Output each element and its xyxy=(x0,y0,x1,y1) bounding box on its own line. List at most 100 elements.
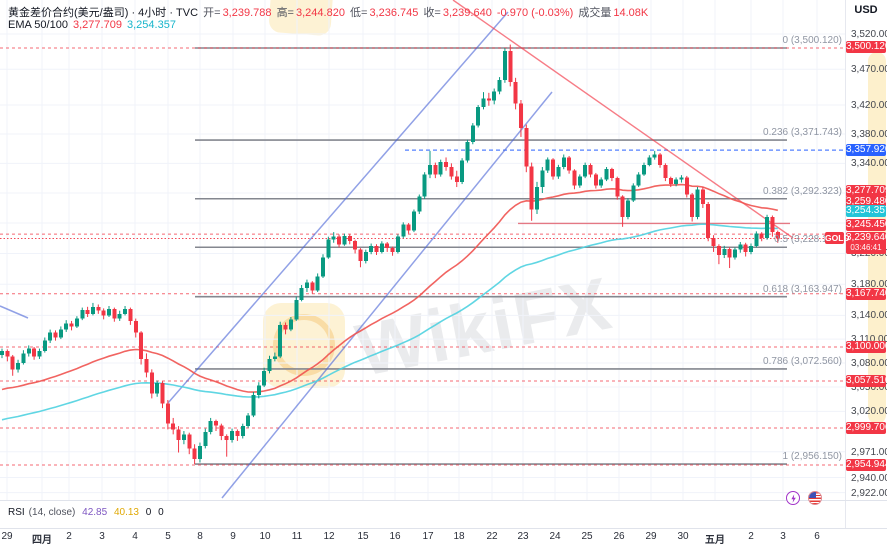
rsi-legend[interactable]: RSI (14, close) 42.85 40.13 0 0 xyxy=(8,507,168,518)
trendline-blue-stub xyxy=(0,305,29,319)
candle xyxy=(690,194,695,218)
candle xyxy=(26,348,31,354)
candle xyxy=(470,125,475,143)
watermark-logo-top xyxy=(269,0,333,36)
ema-legend[interactable]: EMA 50/100 3,277.709 3,254.357 xyxy=(8,19,178,31)
candle xyxy=(433,164,438,175)
candle xyxy=(422,174,427,197)
candle xyxy=(107,309,111,316)
candle xyxy=(235,431,240,436)
time-axis-label: 3 xyxy=(780,531,786,542)
symbol-legend[interactable]: 黄金差价合约(美元/盎司) · 4小时 · TVC 开= 3,239.788 高=… xyxy=(8,4,650,20)
time-axis-label: 17 xyxy=(422,531,434,542)
candle xyxy=(310,282,315,291)
price-tick: 3,140.000 xyxy=(851,310,887,322)
price-tick: 2,922.000 xyxy=(851,487,887,499)
candle xyxy=(48,332,53,341)
flag-canton xyxy=(809,492,816,498)
time-axis-label: 2 xyxy=(748,531,754,542)
candle xyxy=(438,161,443,175)
candle xyxy=(732,249,737,258)
price-tick: 3,050.000 xyxy=(851,382,887,394)
candle xyxy=(401,224,406,237)
time-axis-label: 10 xyxy=(259,531,271,542)
time-axis-label: 9 xyxy=(230,531,236,542)
price-label-badge: 3,167.740 xyxy=(846,288,887,300)
candle xyxy=(481,98,486,108)
rsi-value-1: 42.85 xyxy=(82,507,108,518)
candle xyxy=(385,243,390,249)
time-axis-label: 25 xyxy=(581,531,593,542)
candle xyxy=(208,421,213,432)
candle xyxy=(535,187,539,210)
candle xyxy=(658,154,663,165)
time-axis-label: 29 xyxy=(645,531,657,542)
lightning-icon[interactable] xyxy=(786,491,800,505)
candle xyxy=(128,309,133,321)
candle xyxy=(358,249,363,262)
candle xyxy=(251,395,256,416)
time-axis-label: 24 xyxy=(549,531,561,542)
candle xyxy=(149,372,154,394)
candle xyxy=(37,350,42,357)
price-label-badge: 3,254.357 xyxy=(846,205,887,217)
candle xyxy=(567,157,572,171)
candle xyxy=(203,431,208,446)
low-value: 3,236.745 xyxy=(369,7,419,19)
candle xyxy=(155,383,160,394)
candle xyxy=(679,177,684,180)
candle xyxy=(326,239,331,258)
low-label: 低= xyxy=(350,7,368,19)
high-value: 3,244.820 xyxy=(296,7,345,19)
fib-level-label: 0.5 (3,228.135) xyxy=(774,234,842,246)
candle xyxy=(770,217,775,233)
candle xyxy=(299,288,304,300)
candle xyxy=(620,196,625,218)
rsi-pane-divider[interactable] xyxy=(0,528,887,529)
candle xyxy=(5,350,10,357)
chart-plot-area[interactable]: WikiFX xyxy=(0,0,845,500)
candle xyxy=(417,196,422,212)
price-tick: 3,470.000 xyxy=(851,64,887,76)
trendline-blue-upper xyxy=(167,11,509,404)
candle xyxy=(74,318,79,327)
price-label-badge: 3,245.450 xyxy=(846,219,887,231)
candle xyxy=(540,170,545,188)
fib-level-label: 0 (3,500.120) xyxy=(782,35,843,46)
candle xyxy=(759,233,764,239)
symbol-price-badge: GOLD xyxy=(825,232,850,244)
candle xyxy=(214,421,218,426)
candle xyxy=(706,204,711,239)
time-axis-label: 4 xyxy=(132,531,138,542)
candle xyxy=(551,159,556,177)
candle xyxy=(230,431,235,441)
candle xyxy=(267,358,272,371)
candle xyxy=(101,310,106,316)
rsi-value-2: 40.13 xyxy=(113,507,139,518)
candle xyxy=(406,224,411,231)
candle xyxy=(518,103,523,129)
candle xyxy=(294,299,299,320)
time-axis-label: 15 xyxy=(357,531,369,542)
candle xyxy=(625,200,630,218)
time-axis-label: 26 xyxy=(613,531,625,542)
candle xyxy=(42,340,47,351)
price-label-badge: 3,500.120 xyxy=(846,41,887,53)
pane-divider[interactable] xyxy=(0,500,887,501)
candle xyxy=(460,160,465,182)
candle xyxy=(219,425,224,436)
candle xyxy=(58,329,63,338)
candle xyxy=(754,233,759,246)
candle xyxy=(508,50,513,83)
fib-level-label: 0.382 (3,292.323) xyxy=(763,185,842,197)
candle xyxy=(321,257,325,277)
symbol-title: 黄金差价合约(美元/盎司) · 4小时 · TVC xyxy=(8,7,199,19)
us-flag-icon[interactable] xyxy=(808,491,822,505)
candle xyxy=(765,217,770,239)
fib-level-label: 1 (2,956.150) xyxy=(782,451,843,463)
candle xyxy=(85,309,90,314)
candle xyxy=(428,164,432,175)
open-label: 开= xyxy=(203,7,221,19)
fib-level-label: 0.786 (3,072.560) xyxy=(763,355,842,367)
candle xyxy=(187,434,192,449)
